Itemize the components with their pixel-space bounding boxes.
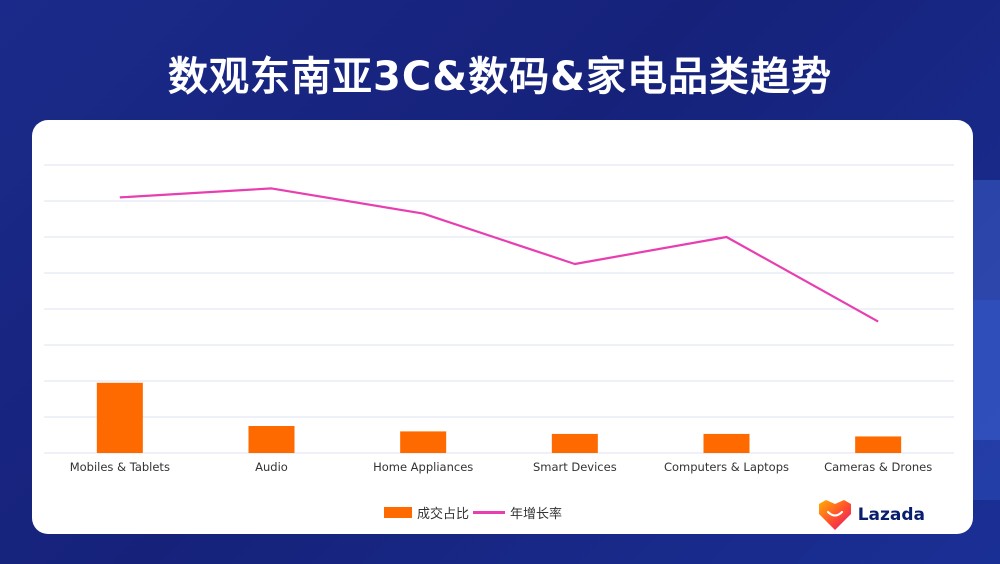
chart-legend: 成交占比 年增长率: [384, 502, 562, 522]
lazada-heart-icon: [818, 500, 851, 530]
legend-label-bar: 成交占比: [417, 506, 470, 522]
bar: [855, 436, 902, 453]
bar: [551, 433, 598, 453]
x-tick-label: Computers & Laptops: [664, 460, 789, 474]
x-tick-label: Home Appliances: [373, 460, 473, 474]
legend-swatch-line: [473, 510, 506, 514]
bar: [96, 382, 143, 453]
legend-swatch-bar: [384, 506, 412, 518]
bar: [703, 433, 750, 453]
x-tick-label: Smart Devices: [533, 460, 617, 474]
bar: [248, 426, 295, 453]
x-tick-label: Mobiles & Tablets: [70, 460, 170, 474]
series-line: [119, 187, 879, 323]
legend-item-bar: 成交占比: [384, 503, 469, 522]
x-tick-label: Audio: [255, 460, 288, 474]
combo-chart: Mobiles & Tablets Audio Home Appliances Sma…: [44, 164, 954, 474]
lazada-logo-text: Lazada: [857, 505, 925, 525]
bar: [400, 431, 447, 453]
lazada-logo: Lazada: [818, 500, 925, 530]
legend-label-line: 年增长率: [510, 506, 563, 522]
legend-item-line: 年增长率: [469, 503, 562, 522]
page-title: 数观东南亚3C&数码&家电品类趋势: [168, 54, 832, 100]
chart-card: Mobiles & Tablets Audio Home Appliances Sma…: [32, 120, 973, 534]
x-tick-label: Cameras & Drones: [824, 460, 932, 474]
